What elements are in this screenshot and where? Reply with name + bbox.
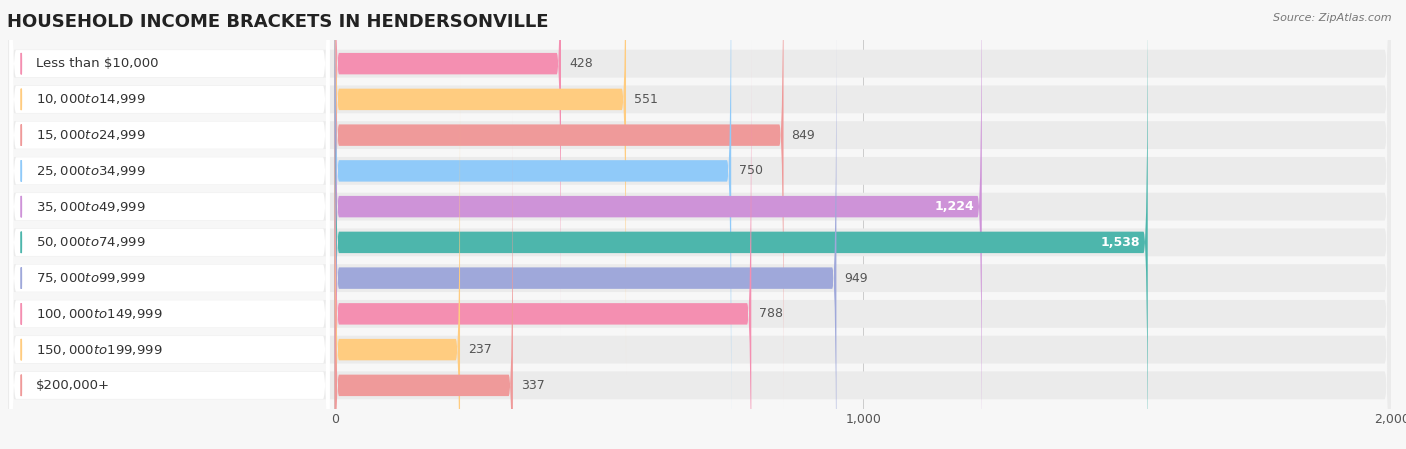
FancyBboxPatch shape [10, 0, 329, 449]
FancyBboxPatch shape [10, 0, 329, 449]
Text: $35,000 to $49,999: $35,000 to $49,999 [37, 200, 146, 214]
FancyBboxPatch shape [10, 0, 329, 449]
FancyBboxPatch shape [335, 0, 783, 410]
Text: $75,000 to $99,999: $75,000 to $99,999 [37, 271, 146, 285]
Text: 949: 949 [845, 272, 868, 285]
Text: 1,538: 1,538 [1101, 236, 1140, 249]
FancyBboxPatch shape [10, 0, 329, 449]
FancyBboxPatch shape [8, 0, 1391, 449]
Text: $150,000 to $199,999: $150,000 to $199,999 [37, 343, 163, 357]
Text: $100,000 to $149,999: $100,000 to $149,999 [37, 307, 163, 321]
Text: HOUSEHOLD INCOME BRACKETS IN HENDERSONVILLE: HOUSEHOLD INCOME BRACKETS IN HENDERSONVI… [7, 13, 548, 31]
FancyBboxPatch shape [10, 0, 329, 449]
FancyBboxPatch shape [8, 0, 1391, 449]
FancyBboxPatch shape [10, 0, 329, 449]
Text: 551: 551 [634, 93, 658, 106]
FancyBboxPatch shape [10, 0, 329, 449]
FancyBboxPatch shape [8, 0, 1391, 449]
Text: 237: 237 [468, 343, 492, 356]
Text: $200,000+: $200,000+ [37, 379, 110, 392]
Text: Source: ZipAtlas.com: Source: ZipAtlas.com [1274, 13, 1392, 23]
Text: 750: 750 [740, 164, 763, 177]
Text: 849: 849 [792, 128, 815, 141]
Text: Less than $10,000: Less than $10,000 [37, 57, 159, 70]
Text: 428: 428 [569, 57, 593, 70]
FancyBboxPatch shape [10, 0, 329, 449]
FancyBboxPatch shape [335, 0, 981, 449]
FancyBboxPatch shape [335, 0, 626, 374]
FancyBboxPatch shape [335, 0, 561, 339]
FancyBboxPatch shape [8, 0, 1391, 449]
FancyBboxPatch shape [8, 0, 1391, 449]
FancyBboxPatch shape [8, 0, 1391, 449]
Text: $15,000 to $24,999: $15,000 to $24,999 [37, 128, 146, 142]
FancyBboxPatch shape [335, 75, 460, 449]
FancyBboxPatch shape [10, 0, 329, 449]
FancyBboxPatch shape [8, 0, 1391, 449]
FancyBboxPatch shape [10, 0, 329, 449]
Text: 337: 337 [520, 379, 544, 392]
Text: 788: 788 [759, 308, 783, 321]
FancyBboxPatch shape [335, 0, 1147, 449]
FancyBboxPatch shape [8, 0, 1391, 449]
FancyBboxPatch shape [8, 0, 1391, 449]
Text: $10,000 to $14,999: $10,000 to $14,999 [37, 92, 146, 106]
FancyBboxPatch shape [335, 110, 513, 449]
FancyBboxPatch shape [335, 0, 731, 446]
Text: $25,000 to $34,999: $25,000 to $34,999 [37, 164, 146, 178]
FancyBboxPatch shape [335, 3, 837, 449]
FancyBboxPatch shape [8, 0, 1391, 449]
Text: 1,224: 1,224 [934, 200, 974, 213]
FancyBboxPatch shape [335, 39, 751, 449]
Text: $50,000 to $74,999: $50,000 to $74,999 [37, 235, 146, 249]
